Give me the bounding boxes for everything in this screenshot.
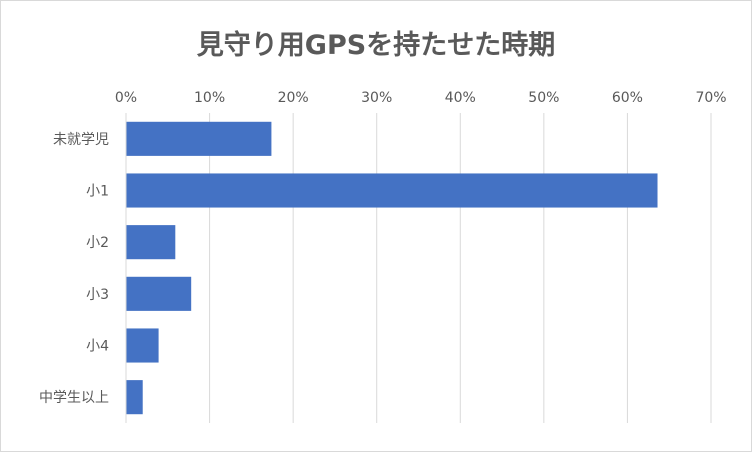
x-tick-label: 50%	[528, 90, 559, 106]
category-label: 中学生以上	[39, 390, 109, 406]
x-tick-label: 30%	[361, 90, 392, 106]
category-label: 小4	[86, 339, 109, 355]
category-label: 小1	[86, 184, 109, 200]
bar	[126, 328, 159, 363]
bar	[126, 225, 176, 260]
x-tick-label: 60%	[612, 90, 643, 106]
gridlines	[125, 113, 712, 423]
category-label: 小3	[86, 287, 109, 303]
x-axis-ticks: 0% 10% 20% 30% 40% 50% 60% 70%	[115, 90, 727, 106]
x-tick-label: 20%	[278, 90, 309, 106]
bar	[126, 173, 658, 208]
category-label: 小2	[86, 235, 109, 251]
x-tick-label: 70%	[695, 90, 726, 106]
x-tick-label: 0%	[115, 90, 137, 106]
x-tick-label: 10%	[194, 90, 225, 106]
x-tick-label: 40%	[445, 90, 476, 106]
bar	[126, 380, 143, 415]
bar	[126, 276, 192, 311]
category-label: 未就学児	[53, 132, 109, 148]
bar	[126, 121, 272, 156]
bars	[126, 121, 658, 415]
chart-title: 見守り用GPSを持たせた時期	[196, 30, 556, 61]
